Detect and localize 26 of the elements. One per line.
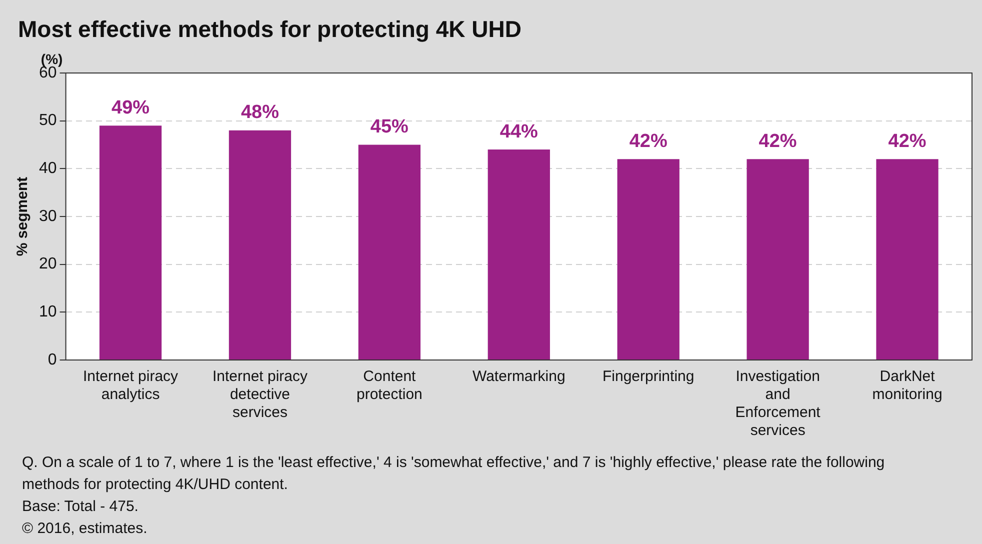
- text: © 2016, estimates.: [22, 519, 148, 539]
- x-tick-label: DarkNet monitoring: [872, 368, 942, 404]
- x-tick-label: Watermarking: [472, 368, 566, 386]
- y-tick-label: 40: [39, 160, 57, 178]
- y-axis-title: % segment: [14, 176, 32, 256]
- x-tick-label: Internet piracy analytics: [83, 368, 179, 404]
- data-label: 45%: [370, 116, 409, 138]
- y-tick-label: 30: [39, 208, 57, 225]
- x-tick-label: Internet piracy detective services: [212, 368, 308, 422]
- data-label: 42%: [888, 130, 926, 152]
- text: (%): [40, 50, 63, 67]
- y-tick-label: 20: [39, 256, 57, 273]
- data-label: 42%: [758, 130, 797, 152]
- y-tick-label: 50: [39, 112, 57, 130]
- data-label: 44%: [500, 121, 538, 142]
- data-label: 48%: [240, 102, 280, 124]
- y-tick-label: 10: [39, 304, 57, 321]
- x-tick-label: Fingerprinting: [602, 368, 694, 386]
- chart-title: Most effective methods for protecting 4K UHD: [18, 16, 522, 43]
- data-label: 42%: [629, 130, 668, 152]
- y-tick-label: 0: [48, 351, 57, 368]
- x-tick-label: Content protection: [356, 368, 422, 404]
- text: Base: Total - 475.: [22, 497, 140, 517]
- x-tick-label: Investigation and Enforcement services: [735, 368, 822, 440]
- data-label: 49%: [112, 97, 150, 118]
- text: Q. On a scale of 1 to 7, where 1 is the 'least effective,' 4 is 'somewhat effective,' and 7 is 'highly effective,' please rate the following methods for protecting 4K/UHD content.: [22, 453, 886, 495]
